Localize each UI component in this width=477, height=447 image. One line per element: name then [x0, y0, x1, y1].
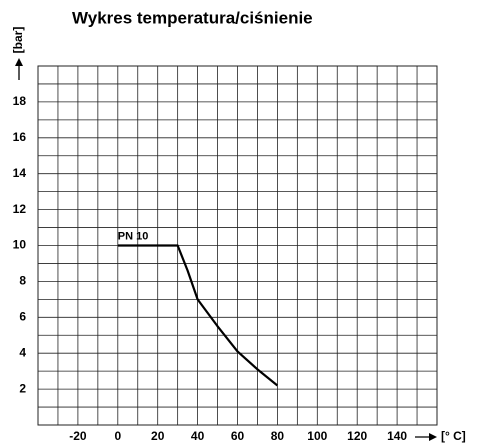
x-tick-label: 60 [231, 429, 245, 443]
x-tick-label: 140 [387, 429, 407, 443]
x-tick-label: 0 [114, 429, 121, 443]
y-tick-label: 6 [19, 309, 26, 323]
y-tick-label: 10 [13, 238, 27, 252]
y-tick-label: 8 [19, 274, 26, 288]
x-tick-label: 100 [307, 429, 327, 443]
x-axis-arrow [415, 433, 437, 441]
series-label: PN 10 [118, 230, 149, 242]
y-tick-label: 12 [13, 202, 27, 216]
y-tick-label: 18 [13, 94, 27, 108]
y-tick-label: 4 [19, 345, 26, 359]
x-axis-label: [° C] [441, 429, 466, 443]
x-tick-label: 40 [191, 429, 205, 443]
y-tick-label: 16 [13, 130, 27, 144]
x-tick-label: 20 [151, 429, 165, 443]
y-tick-label: 2 [19, 381, 26, 395]
y-tick-label: 14 [13, 166, 27, 180]
x-tick-label: -20 [69, 429, 87, 443]
chart-title: Wykres temperatura/ciśnienie [72, 8, 313, 27]
x-tick-label: 80 [271, 429, 285, 443]
y-axis-label: [bar] [11, 27, 25, 54]
y-axis-arrow [15, 58, 23, 80]
data-line [117, 244, 279, 387]
x-tick-label: 120 [347, 429, 367, 443]
